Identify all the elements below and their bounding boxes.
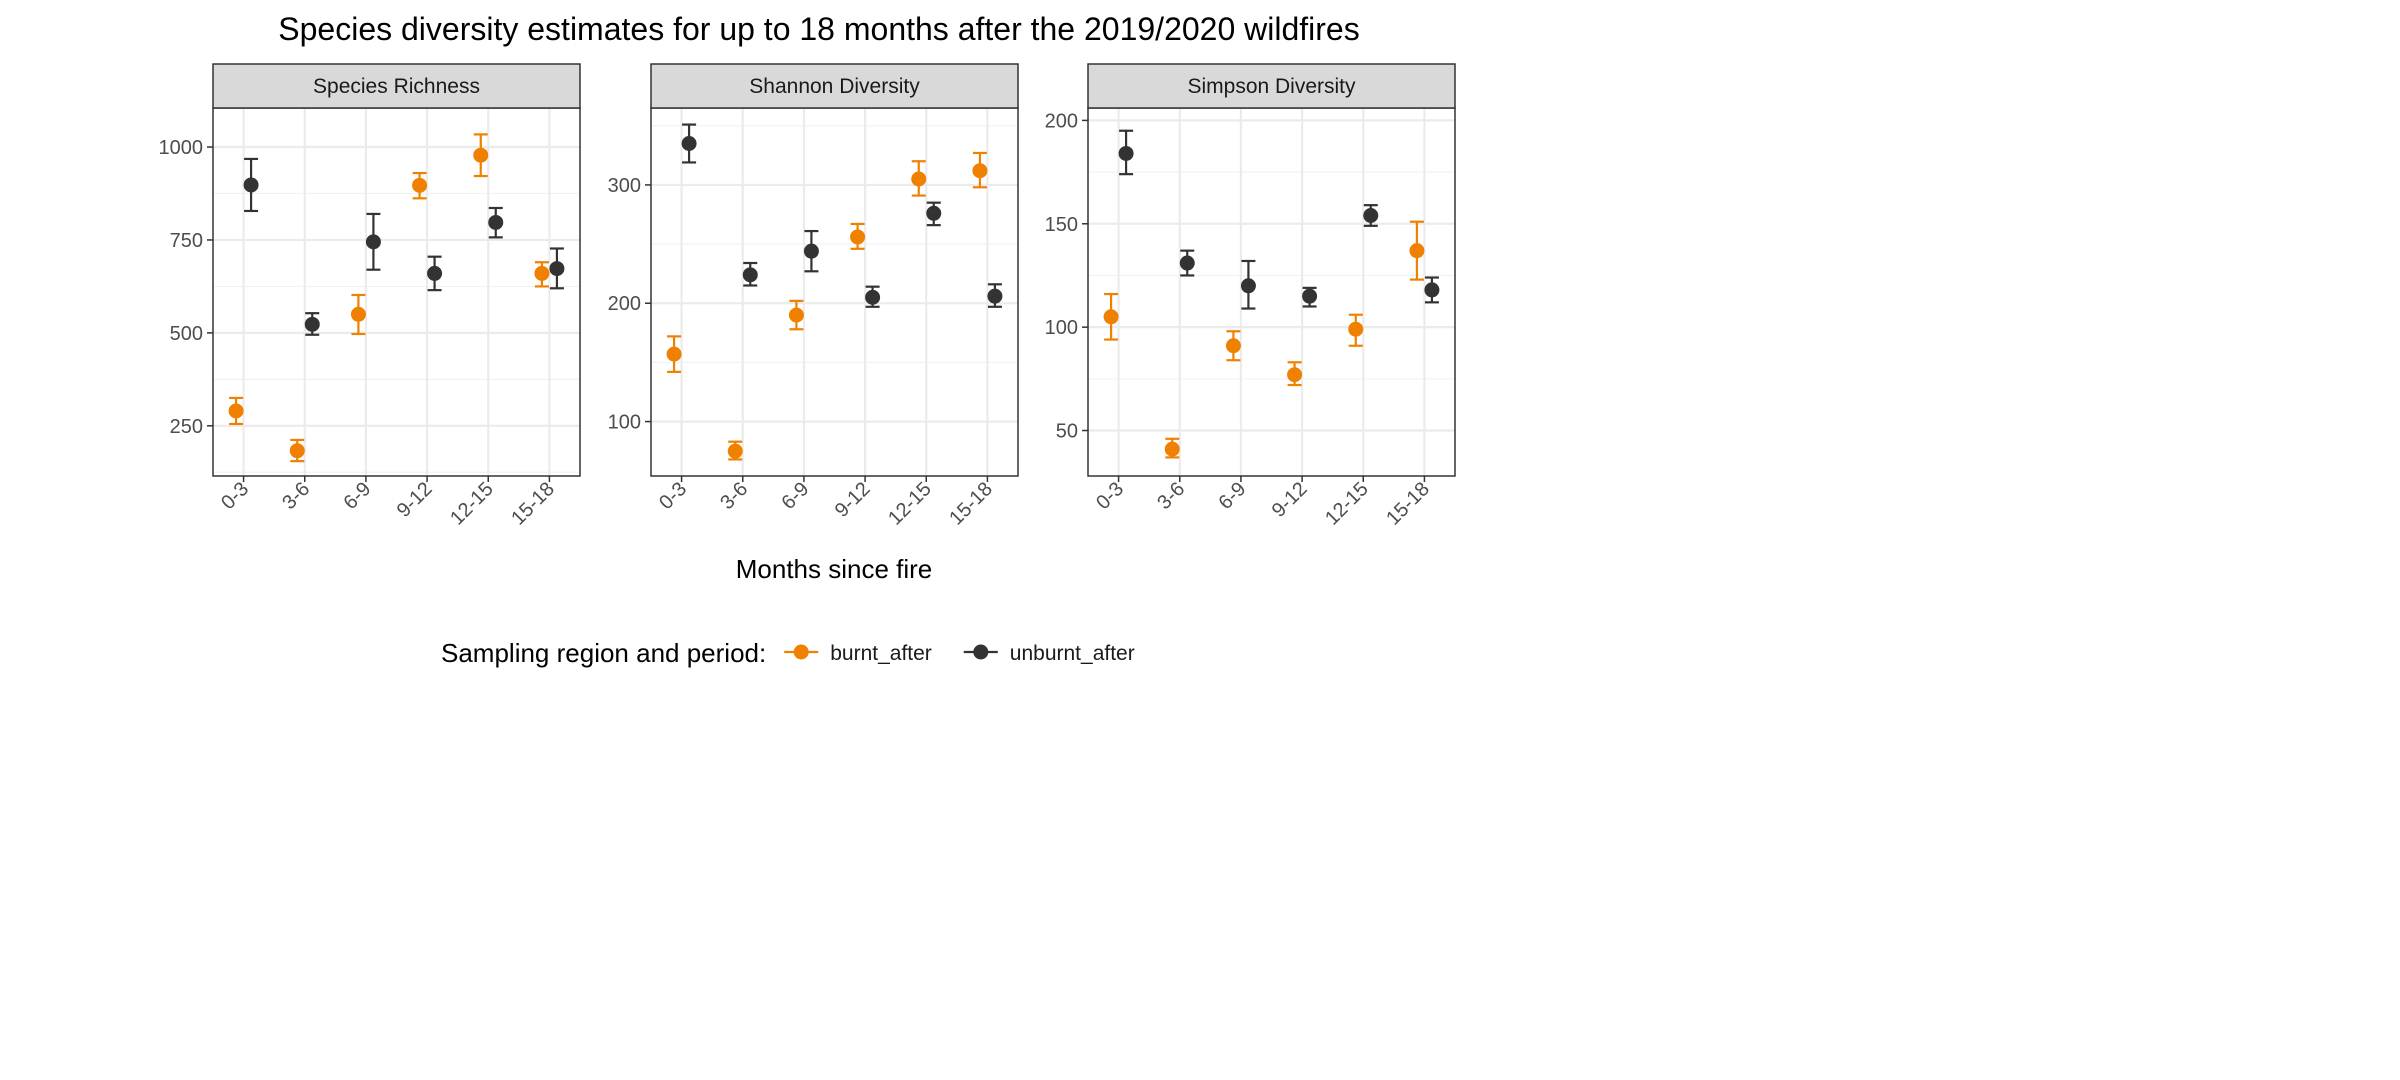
x-tick-label: 12-15 [1321,478,1373,530]
data-point [304,316,320,332]
data-point [228,403,244,419]
data-point [1424,282,1440,298]
legend-key [963,644,998,660]
x-tick-label: 0-3 [655,478,691,514]
x-tick-label: 15-18 [945,478,997,530]
data-point [926,205,942,221]
data-point [681,135,697,151]
data-point [289,443,305,459]
data-point [1118,145,1134,161]
y-tick-label: 1000 [159,137,204,159]
data-point [427,265,443,281]
data-point [488,214,504,230]
data-point [1179,255,1195,271]
facet-panel: 100 200 300 0-3 3-6 6-9 9-12 12-15 15-18 Shannon … [608,63,1019,530]
y-tick-label: 200 [608,293,641,315]
x-tick-label: 3-6 [1153,478,1189,514]
facet-strip-label: Simpson Diversity [1187,75,1356,98]
data-point [727,443,743,459]
x-tick-label: 12-15 [446,478,498,530]
data-point [1225,338,1241,354]
x-tick-label: 6-9 [777,478,813,514]
x-axis-title: Months since fire [736,554,933,584]
data-point [243,177,259,193]
data-point [788,307,804,323]
x-tick-label: 6-9 [339,478,375,514]
x-tick-label: 15-18 [507,478,559,530]
x-tick-label: 12-15 [884,478,936,530]
plot-background [213,108,580,476]
data-point [865,289,881,305]
legend: Sampling region and period: burnt_after u… [441,638,1135,668]
y-tick-label: 500 [170,323,203,345]
legend-label: unburnt_after [1010,642,1135,665]
data-point [850,229,866,245]
data-point [803,243,819,259]
x-tick-label: 15-18 [1382,478,1434,530]
data-point [1409,243,1425,259]
x-tick-label: 0-3 [217,478,253,514]
y-tick-label: 250 [170,416,203,438]
plot-background [651,108,1018,476]
x-tick-label: 0-3 [1092,478,1128,514]
y-tick-label: 100 [608,412,641,434]
facet-strip-label: Species Richness [313,75,480,98]
data-point [549,261,565,277]
y-tick-label: 750 [170,230,203,252]
figure-title: Species diversity estimates for up to 18… [278,11,1359,47]
data-point [666,346,682,362]
data-point [972,163,988,179]
data-point [350,306,366,322]
facet-panel: 50 100 150 200 0-3 3-6 6-9 9-12 12-15 15-18 Simpso… [1045,63,1456,530]
x-tick-label: 9-12 [1268,478,1312,522]
data-point [1287,367,1303,383]
legend-title: Sampling region and period: [441,638,766,668]
facet-panel: 250 500 750 1000 0-3 3-6 6-9 9-12 12-15 15-18 Spec… [159,63,581,530]
data-point [1348,321,1364,337]
data-point [1164,441,1180,457]
data-point [1363,208,1379,224]
x-tick-label: 6-9 [1214,478,1250,514]
data-point [473,147,489,163]
data-point [365,234,381,250]
y-tick-label: 150 [1045,214,1078,236]
data-point [534,265,550,281]
x-tick-label: 3-6 [716,478,752,514]
data-point [987,288,1003,304]
y-tick-label: 100 [1045,317,1078,339]
data-point [1240,278,1256,294]
plot-background [1088,108,1455,476]
y-tick-label: 200 [1045,110,1078,132]
facet-strip [650,63,1019,109]
y-tick-label: 300 [608,175,641,197]
legend-key [784,644,819,660]
x-tick-label: 9-12 [831,478,875,522]
legend-label: burnt_after [830,642,932,665]
y-tick-label: 50 [1056,421,1078,443]
facet-strip [212,63,581,109]
data-point [1103,309,1119,325]
facet-strip-label: Shannon Diversity [749,75,920,98]
data-point [412,177,428,193]
data-point [742,267,758,283]
faceted-chart: Species diversity estimates for up to 18… [159,11,1456,668]
data-point [911,171,927,187]
x-tick-label: 3-6 [278,478,314,514]
x-tick-label: 9-12 [393,478,437,522]
data-point [1302,288,1318,304]
facet-strip [1087,63,1456,109]
